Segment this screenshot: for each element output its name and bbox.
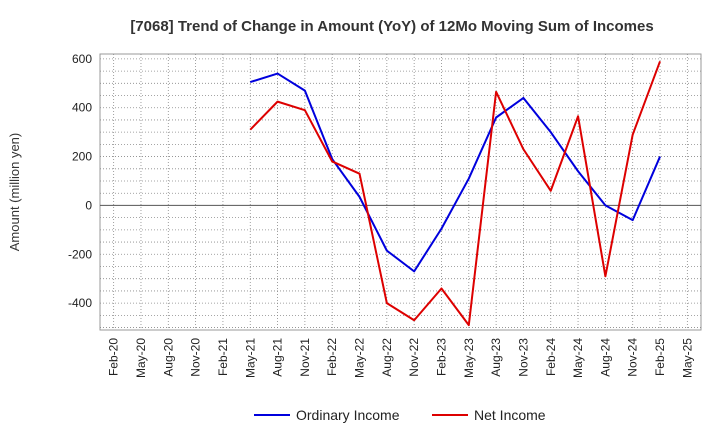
series-line-ordinary-income — [249, 72, 661, 273]
y-tick-label: 200 — [72, 150, 92, 164]
x-tick-label: Nov-23 — [516, 338, 530, 377]
y-tick-label: -400 — [68, 296, 92, 310]
x-tick-label: Feb-20 — [107, 338, 121, 376]
legend: Ordinary Income Net Income — [254, 407, 546, 423]
x-tick-label: Nov-21 — [298, 338, 312, 377]
x-tick-label: Feb-21 — [216, 338, 230, 376]
x-ticks: Feb-20 May-20 Aug-20 Nov-20 Feb-21 May-21 Aug-… — [107, 338, 695, 378]
x-tick-label: May-22 — [353, 338, 367, 378]
x-tick-label: Aug-24 — [598, 338, 612, 377]
x-tick-label: May-20 — [134, 338, 148, 378]
y-ticks: -400 -200 0 200 400 600 — [68, 52, 92, 310]
x-tick-label: Nov-24 — [626, 338, 640, 377]
x-tick-label: Aug-23 — [489, 338, 503, 377]
x-tick-label: Feb-24 — [544, 338, 558, 376]
legend-label: Net Income — [474, 407, 546, 423]
y-tick-label: -200 — [68, 247, 92, 261]
chart-title: [7068] Trend of Change in Amount (YoY) o… — [130, 18, 653, 35]
y-tick-label: 400 — [72, 101, 92, 115]
y-axis-label: Amount (million yen) — [7, 133, 22, 252]
x-tick-label: Nov-22 — [407, 338, 421, 377]
x-tick-label: Feb-23 — [434, 338, 448, 376]
x-tick-label: Aug-21 — [271, 338, 285, 377]
y-tick-label: 600 — [72, 52, 92, 66]
x-tick-label: Feb-22 — [325, 338, 339, 376]
legend-label: Ordinary Income — [296, 407, 400, 423]
x-tick-label: Nov-20 — [189, 338, 203, 377]
x-tick-label: May-23 — [462, 338, 476, 378]
x-tick-label: Aug-20 — [161, 338, 175, 377]
series-layer — [249, 60, 661, 327]
x-tick-label: Feb-25 — [653, 338, 667, 376]
series-line-net-income — [249, 60, 661, 327]
x-tick-label: Aug-22 — [380, 338, 394, 377]
x-tick-label: May-25 — [680, 338, 694, 378]
x-tick-label: May-21 — [243, 338, 257, 378]
y-tick-label: 0 — [85, 198, 92, 212]
x-tick-label: May-24 — [571, 338, 585, 378]
plot-area — [99, 53, 702, 331]
